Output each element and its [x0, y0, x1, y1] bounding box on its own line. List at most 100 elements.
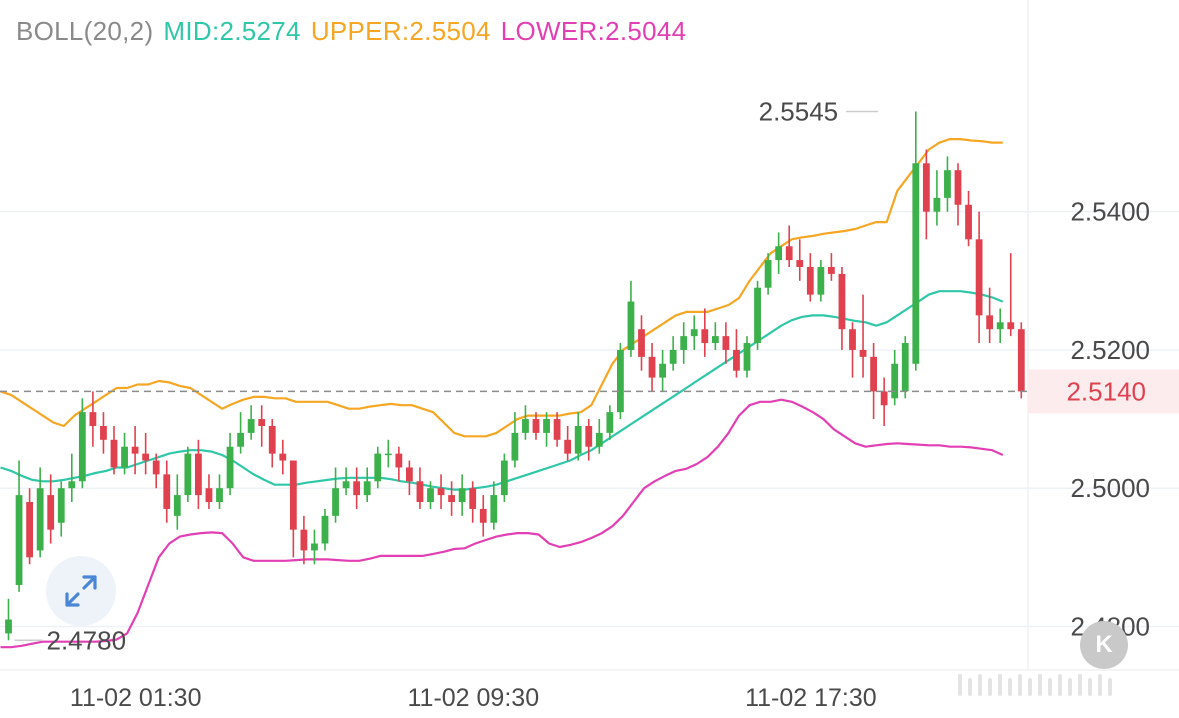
y-tick-label: 2.5400: [1070, 197, 1150, 227]
candle: [648, 343, 656, 392]
candle: [806, 253, 814, 302]
candle: [289, 460, 297, 558]
candle-body: [870, 356, 877, 392]
candle-body: [617, 349, 624, 413]
candle: [216, 474, 223, 509]
candle: [764, 253, 772, 295]
candle: [722, 322, 730, 364]
candle: [996, 308, 1004, 344]
candle-body: [722, 336, 730, 350]
candle-body: [838, 273, 846, 330]
candle: [785, 225, 793, 267]
candle: [57, 481, 65, 537]
candle: [427, 481, 434, 509]
candle-body: [300, 529, 308, 551]
candle-body: [68, 481, 76, 489]
candle-body: [184, 453, 192, 496]
candle-body: [237, 432, 244, 447]
candle: [15, 460, 23, 592]
candle-body: [965, 204, 972, 240]
boll-bands: [0, 138, 1004, 649]
boll-mid-line: [0, 290, 1004, 491]
candle: [469, 481, 477, 523]
legend-boll: BOLL(20,2): [16, 16, 154, 46]
candle-body: [585, 425, 593, 447]
candle: [585, 419, 593, 461]
candle-body: [796, 260, 804, 267]
candle: [68, 453, 76, 503]
candle: [754, 280, 761, 350]
k-button-label: K: [1095, 631, 1113, 658]
candle: [131, 425, 139, 475]
candle-body: [353, 481, 361, 496]
candle: [47, 474, 55, 544]
candle-body: [775, 246, 783, 261]
candle: [1007, 253, 1015, 337]
candle-body: [5, 619, 12, 634]
candle-body: [363, 481, 371, 496]
candle-body: [205, 488, 213, 503]
candle: [564, 425, 572, 461]
candle-body: [268, 425, 276, 454]
candle: [954, 163, 962, 226]
candle-body: [975, 239, 983, 316]
candle-body: [880, 391, 888, 406]
candle: [532, 412, 540, 440]
candle: [406, 460, 413, 496]
fullscreen-expand-button[interactable]: [46, 556, 116, 626]
candle-body: [89, 412, 97, 426]
candle-body: [986, 315, 994, 330]
candle: [838, 266, 846, 350]
candle: [437, 474, 445, 509]
candle-body: [279, 453, 287, 461]
candle: [374, 446, 382, 489]
candle-body: [131, 446, 139, 454]
candle-body: [500, 460, 508, 496]
candle: [965, 190, 972, 247]
candle-body: [479, 508, 487, 523]
candle-body: [427, 488, 434, 503]
candle: [933, 170, 941, 226]
candle-body: [922, 163, 930, 212]
candle-body: [395, 453, 403, 468]
candle: [226, 432, 234, 496]
candle: [490, 481, 498, 530]
candle-body: [258, 419, 266, 426]
candle-body: [711, 336, 719, 344]
candle: [606, 405, 614, 440]
candle: [121, 432, 128, 475]
time-scroll-indicator[interactable]: [950, 672, 1130, 702]
candle-body: [36, 488, 44, 551]
candle-body: [638, 329, 645, 357]
candle: [268, 419, 276, 468]
candle: [78, 398, 86, 489]
kline-toggle-button[interactable]: K: [1080, 621, 1128, 669]
candle-body: [47, 495, 55, 530]
candle: [26, 488, 33, 565]
candle-body: [121, 446, 128, 468]
candle: [247, 405, 255, 440]
candle: [36, 467, 44, 558]
candle-body: [173, 495, 181, 516]
candle: [100, 412, 107, 454]
candle: [574, 412, 582, 461]
candle: [986, 287, 994, 344]
candle: [237, 412, 244, 454]
candle: [690, 315, 698, 350]
candle: [944, 156, 951, 212]
candle: [680, 322, 688, 364]
candle-body: [648, 356, 656, 378]
x-tick-label: 11-02 09:30: [408, 684, 540, 712]
candle: [110, 425, 118, 475]
candle: [912, 111, 920, 371]
candle-body: [901, 343, 909, 392]
candle: [1017, 322, 1025, 399]
candle-body: [100, 425, 107, 440]
candle-body: [163, 474, 171, 509]
y-tick-label: 2.5000: [1070, 473, 1150, 503]
candle-body: [543, 419, 550, 433]
candle-body: [311, 543, 318, 551]
candle: [796, 239, 804, 281]
candle-body: [944, 170, 951, 198]
